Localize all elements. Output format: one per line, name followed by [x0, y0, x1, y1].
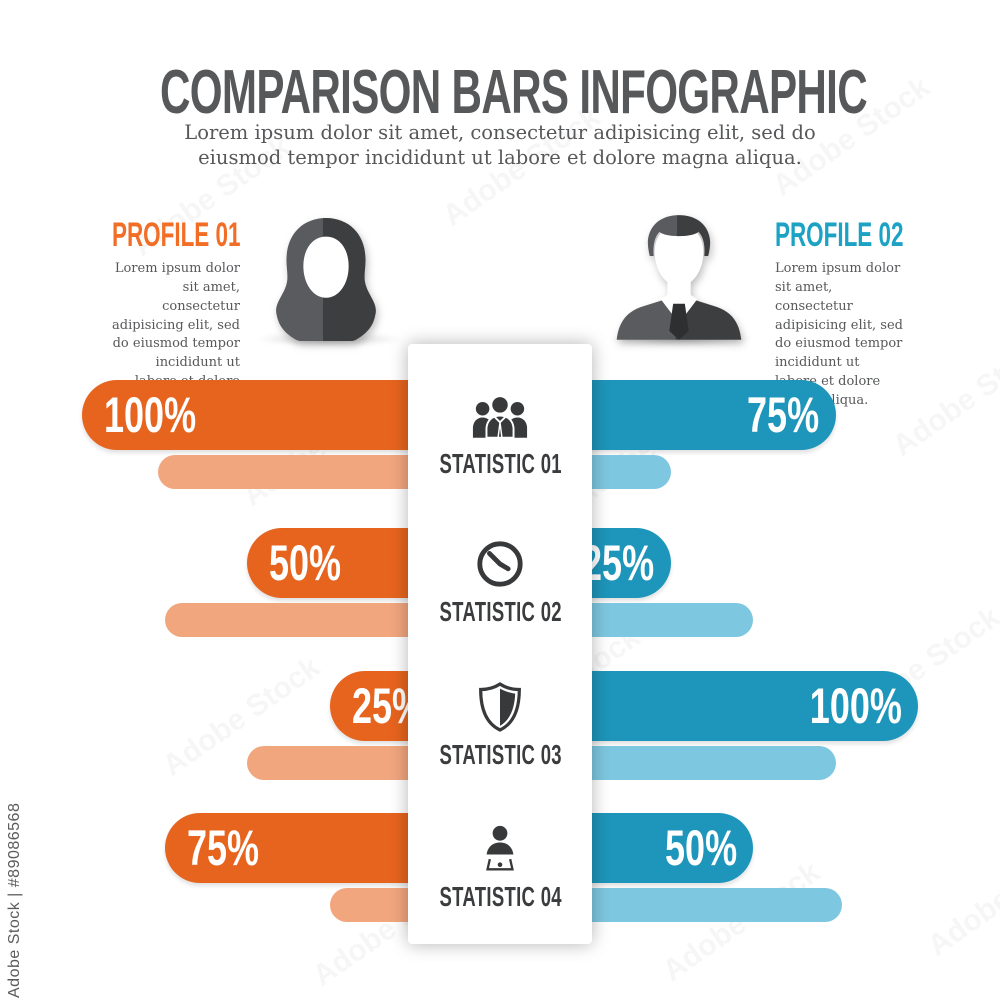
category-label-stat04: STATISTIC 04	[439, 881, 562, 912]
value-label: 100%	[809, 678, 902, 734]
category-label-stat01: STATISTIC 01	[439, 448, 562, 479]
male-avatar-icon	[606, 213, 752, 345]
category-label-stat02: STATISTIC 02	[439, 596, 562, 627]
female-avatar-icon	[252, 215, 400, 346]
watermark-text: Adobe Stock	[886, 330, 1000, 463]
profile-01-heading: PROFILE 01	[112, 216, 241, 254]
profile-01-description: Lorem ipsum dolor sit amet, consectetur …	[112, 261, 240, 408]
people-group-icon	[408, 388, 592, 444]
shield-icon	[408, 679, 592, 735]
profile-02-heading: PROFILE 02	[775, 216, 904, 254]
value-label: 75%	[186, 820, 259, 876]
value-label: 100%	[104, 387, 197, 443]
value-label: 25%	[582, 535, 655, 591]
watermark-label: Adobe Stock | #89086568	[6, 802, 23, 998]
page-subtitle: Lorem ipsum dolor sit amet, consectetur …	[184, 121, 816, 170]
person-laptop-icon	[408, 821, 592, 877]
watermark-text: Adobe Stock	[921, 830, 1000, 963]
value-label: 75%	[747, 387, 820, 443]
profile-01-block: PROFILE 01 Lorem ipsum dolor sit amet, c…	[112, 218, 240, 411]
value-label: 50%	[269, 535, 342, 591]
value-label: 50%	[664, 820, 737, 876]
clock-icon	[408, 536, 592, 592]
page-title: COMPARISON BARS INFOGRAPHIC	[160, 58, 868, 127]
category-label-stat03: STATISTIC 03	[439, 739, 562, 770]
